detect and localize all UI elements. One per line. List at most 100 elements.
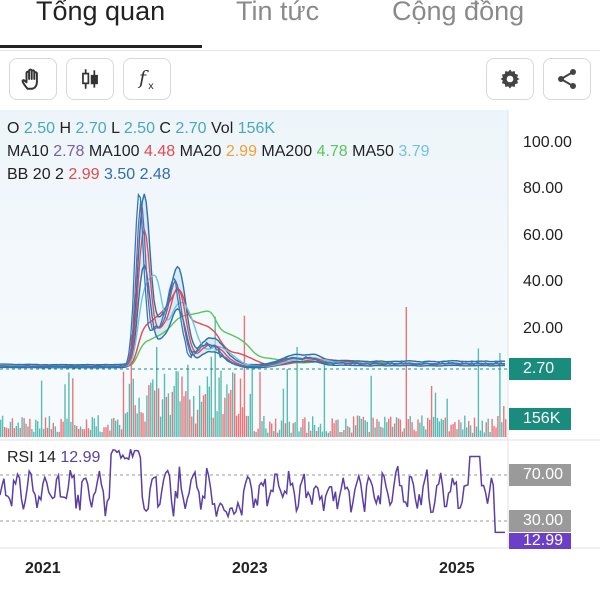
- svg-text:x: x: [148, 81, 154, 92]
- volume-bar: [44, 417, 47, 437]
- volume-bar: [469, 425, 472, 437]
- volume-bar: [79, 426, 82, 437]
- volume-bar: [349, 427, 351, 437]
- volume-bar: [485, 422, 487, 437]
- volume-bar: [483, 432, 485, 437]
- volume-bar: [138, 397, 140, 437]
- volume-bar: [458, 419, 460, 437]
- volume-bar: [142, 413, 144, 437]
- volume-bar: [473, 417, 476, 437]
- hand-tool-button[interactable]: [9, 58, 57, 100]
- volume-bar: [271, 423, 273, 437]
- volume-bar: [501, 422, 503, 437]
- settings-button[interactable]: [486, 58, 534, 100]
- volume-bar: [345, 418, 347, 437]
- volume-bar: [331, 418, 333, 437]
- volume-bar: [327, 432, 329, 437]
- volume-bar: [317, 427, 320, 437]
- volume-bar: [140, 412, 142, 437]
- indicator-button[interactable]: f x: [123, 58, 171, 100]
- volume-bar: [11, 418, 14, 437]
- volume-bar: [278, 429, 281, 437]
- volume-bar: [237, 413, 240, 437]
- volume-label: Vol: [211, 120, 238, 137]
- volume-bar: [191, 416, 193, 437]
- volume-bar: [380, 426, 382, 437]
- volume-bar: [50, 429, 53, 437]
- low-value: 2.50: [123, 120, 160, 137]
- volume-bar: [321, 431, 324, 437]
- price-line: [0, 192, 506, 368]
- gear-icon: [500, 69, 520, 89]
- volume-bar: [247, 415, 249, 437]
- volume-bar: [374, 427, 376, 437]
- tab-bar: Tổng quan Tin tức Cộng đồng: [0, 0, 600, 51]
- volume-bar: [122, 371, 125, 437]
- x-axis-label: 2025: [439, 560, 475, 577]
- price-chart[interactable]: [0, 110, 600, 600]
- volume-bar: [319, 423, 322, 437]
- volume-bar: [352, 416, 355, 437]
- ma50-label: MA50: [352, 143, 399, 160]
- volume-bar: [323, 361, 326, 437]
- volume-bar: [292, 423, 294, 437]
- share-button[interactable]: [543, 58, 591, 100]
- volume-bar: [154, 390, 156, 437]
- volume-bar: [436, 417, 439, 437]
- volume-bar: [438, 421, 441, 437]
- volume-bar: [118, 424, 121, 437]
- tab-community[interactable]: Cộng đồng: [392, 0, 525, 26]
- volume-bar: [189, 399, 191, 437]
- rsi-value: 12.99: [60, 449, 101, 466]
- volume-bar: [58, 431, 60, 437]
- volume-bar: [452, 424, 454, 437]
- volume-bar: [364, 420, 366, 437]
- tab-overview[interactable]: Tổng quan: [36, 0, 166, 26]
- price-axis-label: 100.00: [523, 134, 572, 151]
- share-icon: [558, 69, 576, 89]
- volume-bar: [282, 388, 285, 437]
- volume-bar: [111, 418, 113, 437]
- volume-bar: [17, 422, 19, 437]
- x-axis-label: 2023: [232, 560, 268, 577]
- volume-bar: [378, 421, 380, 437]
- volume-bar: [222, 414, 224, 437]
- volume-bar: [181, 376, 183, 437]
- low-label: L: [111, 120, 124, 137]
- chart-type-button[interactable]: [66, 58, 114, 100]
- volume-bar: [302, 419, 304, 437]
- ma200-label: MA200: [261, 143, 317, 160]
- ma10-label: MA10: [7, 143, 54, 160]
- volume-bar: [152, 379, 154, 437]
- volume-bar: [42, 428, 45, 437]
- volume-bar: [253, 431, 255, 437]
- volume-bar: [220, 370, 222, 437]
- volume-bar: [296, 347, 298, 437]
- rsi-legend: RSI 14 12.99: [7, 449, 100, 467]
- high-label: H: [59, 120, 76, 137]
- volume-bar: [7, 428, 10, 437]
- volume-bar: [200, 401, 203, 437]
- volume-bar: [251, 363, 253, 437]
- volume-bar: [66, 418, 68, 437]
- volume-bar: [239, 378, 242, 437]
- last-price-tag: 2.70: [509, 358, 571, 380]
- volume-bar: [109, 430, 111, 437]
- volume-bar: [477, 348, 480, 437]
- volume-bar: [267, 432, 269, 437]
- tab-news[interactable]: Tin tức: [236, 0, 320, 26]
- active-tab-indicator: [0, 45, 202, 48]
- volume-bar: [134, 405, 136, 437]
- volume-bar: [284, 423, 287, 437]
- volume-bar: [405, 307, 407, 437]
- volume-bar: [403, 428, 405, 437]
- volume-bar: [401, 431, 404, 437]
- volume-bar: [432, 416, 435, 437]
- volume-bar: [393, 423, 396, 437]
- volume-bar: [339, 432, 341, 437]
- volume-bar: [286, 369, 288, 437]
- volume-bar: [31, 429, 33, 437]
- volume-bar: [72, 378, 74, 437]
- volume-bar: [126, 412, 129, 437]
- volume-bar: [183, 396, 185, 437]
